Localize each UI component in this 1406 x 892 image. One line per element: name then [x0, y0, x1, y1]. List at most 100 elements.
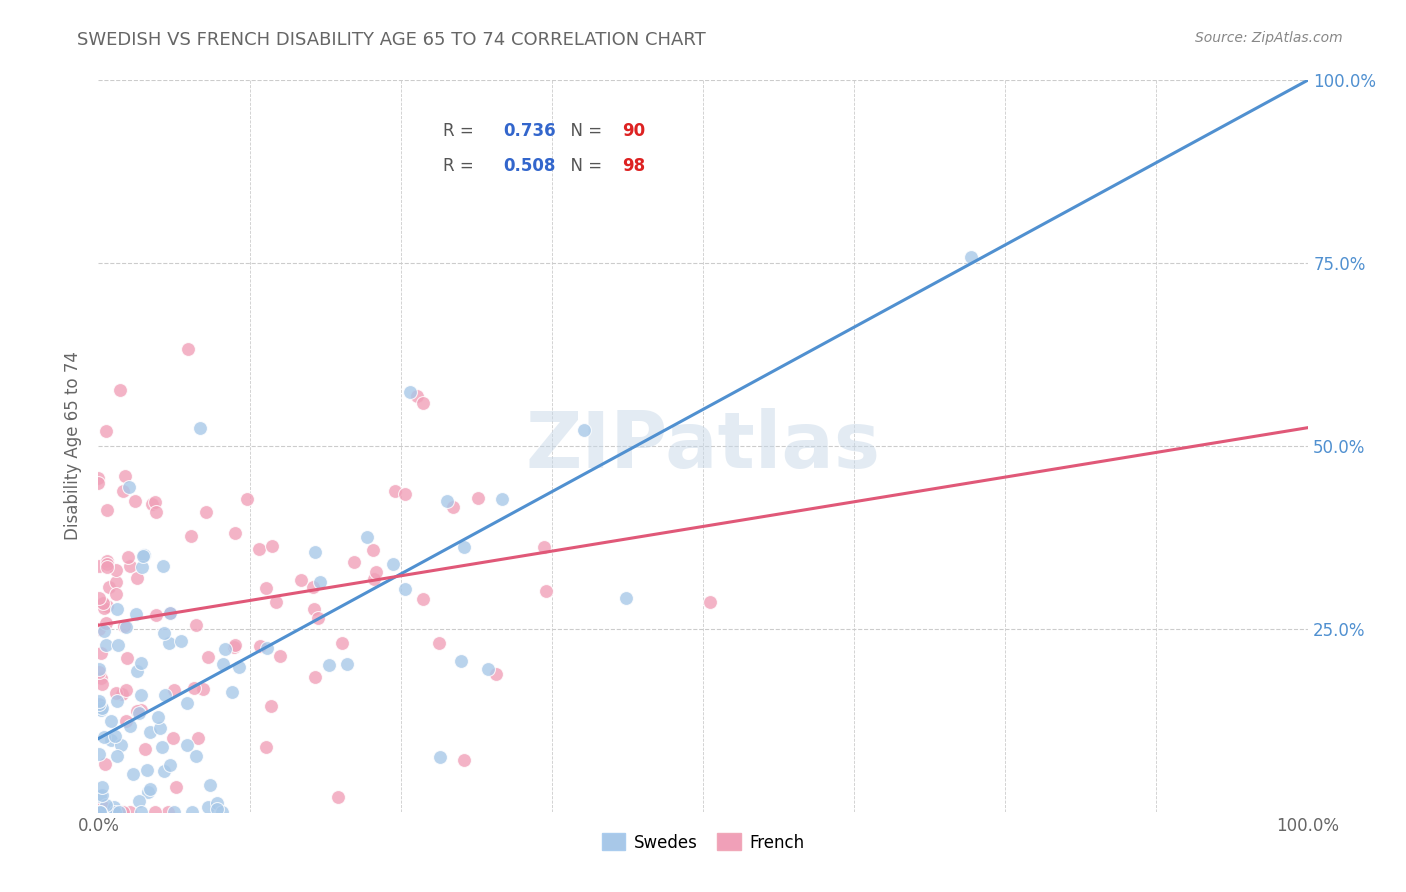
Text: N =: N = [561, 122, 607, 140]
Point [176, 738, 198, 752]
Point [132, 549, 155, 563]
Point [103, 805, 125, 819]
Point [124, 494, 146, 508]
Point [139, 782, 162, 797]
Point [131, 559, 153, 574]
Point [136, 785, 159, 799]
Point [254, 739, 277, 754]
Point [115, 714, 138, 728]
Point [453, 540, 475, 554]
Point [336, 657, 359, 672]
Point [128, 706, 150, 720]
Point [152, 559, 174, 574]
Point [188, 421, 211, 435]
Point [105, 694, 128, 708]
Point [110, 738, 132, 752]
Point [384, 483, 406, 498]
Point [176, 696, 198, 710]
Point [127, 705, 149, 719]
Point [145, 805, 167, 819]
Point [104, 805, 127, 819]
Point [149, 721, 172, 735]
Point [163, 682, 186, 697]
Point [205, 796, 228, 810]
Point [159, 758, 181, 772]
Point [108, 384, 131, 398]
Point [264, 594, 287, 608]
Point [105, 686, 128, 700]
Point [318, 658, 340, 673]
Point [187, 731, 209, 745]
Point [177, 342, 200, 356]
Point [453, 753, 475, 767]
Point [477, 662, 499, 676]
Point [153, 764, 176, 778]
Point [405, 389, 427, 403]
Point [304, 544, 326, 558]
Point [222, 640, 245, 654]
Point [91, 676, 114, 690]
Point [110, 687, 132, 701]
Point [382, 557, 405, 571]
Point [614, 591, 637, 605]
Point [427, 635, 450, 649]
Point [302, 601, 325, 615]
Point [112, 483, 135, 498]
Point [122, 767, 145, 781]
Point [89, 662, 111, 676]
Point [398, 385, 420, 400]
Point [165, 780, 187, 795]
Point [104, 587, 127, 601]
Point [93, 624, 115, 639]
Point [145, 504, 167, 518]
Point [260, 539, 283, 553]
Point [254, 582, 277, 596]
Point [412, 396, 434, 410]
Y-axis label: Disability Age 65 to 74: Disability Age 65 to 74 [63, 351, 82, 541]
Point [96, 599, 118, 614]
Point [195, 505, 218, 519]
Point [87, 697, 110, 711]
Text: 98: 98 [621, 157, 645, 175]
Point [96, 557, 118, 571]
Point [87, 476, 110, 491]
Text: R =: R = [443, 157, 479, 175]
Text: 0.508: 0.508 [503, 157, 555, 175]
Point [247, 542, 270, 557]
Point [228, 659, 250, 673]
Text: 0.736: 0.736 [503, 122, 557, 140]
Point [87, 747, 110, 761]
Point [90, 788, 112, 802]
Point [89, 698, 111, 712]
Point [184, 748, 207, 763]
Point [93, 730, 115, 744]
Point [183, 681, 205, 696]
Point [98, 580, 121, 594]
Point [129, 656, 152, 670]
Point [117, 550, 139, 565]
Point [533, 540, 555, 554]
Point [90, 671, 112, 685]
Point [91, 596, 114, 610]
Point [394, 487, 416, 501]
Point [269, 649, 291, 664]
Point [143, 495, 166, 509]
Point [104, 729, 127, 743]
Point [153, 689, 176, 703]
Point [94, 424, 117, 438]
Point [304, 670, 326, 684]
Point [343, 555, 366, 569]
Legend: Swedes, French: Swedes, French [595, 827, 811, 858]
Point [191, 681, 214, 696]
Point [87, 805, 110, 819]
Point [186, 618, 208, 632]
Text: N =: N = [561, 157, 607, 175]
Point [115, 620, 138, 634]
Point [96, 638, 118, 652]
Point [89, 789, 111, 803]
Point [959, 250, 981, 264]
Point [699, 594, 721, 608]
Point [105, 749, 128, 764]
Point [150, 740, 173, 755]
Point [90, 701, 112, 715]
